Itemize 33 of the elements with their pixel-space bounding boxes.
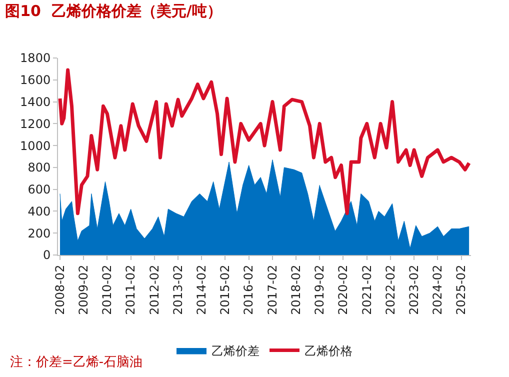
legend-label: 乙烯价格 — [304, 344, 352, 358]
y-tick-label: 1600 — [20, 73, 51, 88]
chart-title: 图10 乙烯价格价差（美元/吨） — [5, 2, 222, 20]
x-tick-label: 2013-02 — [170, 264, 185, 315]
y-tick-label: 1400 — [20, 94, 51, 109]
x-tick-label: 2024-02 — [430, 264, 445, 315]
x-tick-label: 2016-02 — [242, 264, 256, 315]
x-tick-label: 2017-02 — [265, 264, 280, 315]
y-tick-label: 400 — [28, 204, 51, 218]
x-tick-label: 2021-02 — [360, 264, 374, 315]
x-tick-label: 2010-02 — [100, 264, 114, 315]
x-tick-label: 2018-02 — [288, 264, 303, 315]
x-tick-label: 2008-02 — [52, 264, 67, 315]
y-tick-label: 1800 — [20, 51, 51, 66]
x-tick-label: 2022-02 — [383, 264, 398, 315]
text: 注：价差=乙烯-石脑油 — [10, 355, 143, 370]
y-tick-label: 200 — [28, 226, 51, 240]
legend-label: 乙烯价差 — [212, 344, 260, 358]
y-tick-label: 1200 — [20, 116, 51, 131]
y-tick-label: 0 — [42, 248, 51, 262]
x-tick-label: 2014-02 — [194, 264, 209, 315]
y-tick-label: 1000 — [20, 138, 51, 153]
x-tick-label: 2009-02 — [76, 264, 91, 315]
x-tick-label: 2015-02 — [218, 264, 232, 315]
x-tick-label: 2019-02 — [312, 264, 327, 315]
y-tick-label: 600 — [28, 182, 51, 197]
x-tick-label: 2012-02 — [147, 264, 162, 315]
x-tick-label: 2023-02 — [406, 264, 421, 315]
y-tick-label: 800 — [28, 160, 51, 175]
x-tick-label: 2025-02 — [454, 264, 468, 315]
line-series — [58, 68, 471, 216]
x-tick-label: 2011-02 — [124, 264, 138, 315]
x-tick-label: 2020-02 — [336, 264, 350, 315]
